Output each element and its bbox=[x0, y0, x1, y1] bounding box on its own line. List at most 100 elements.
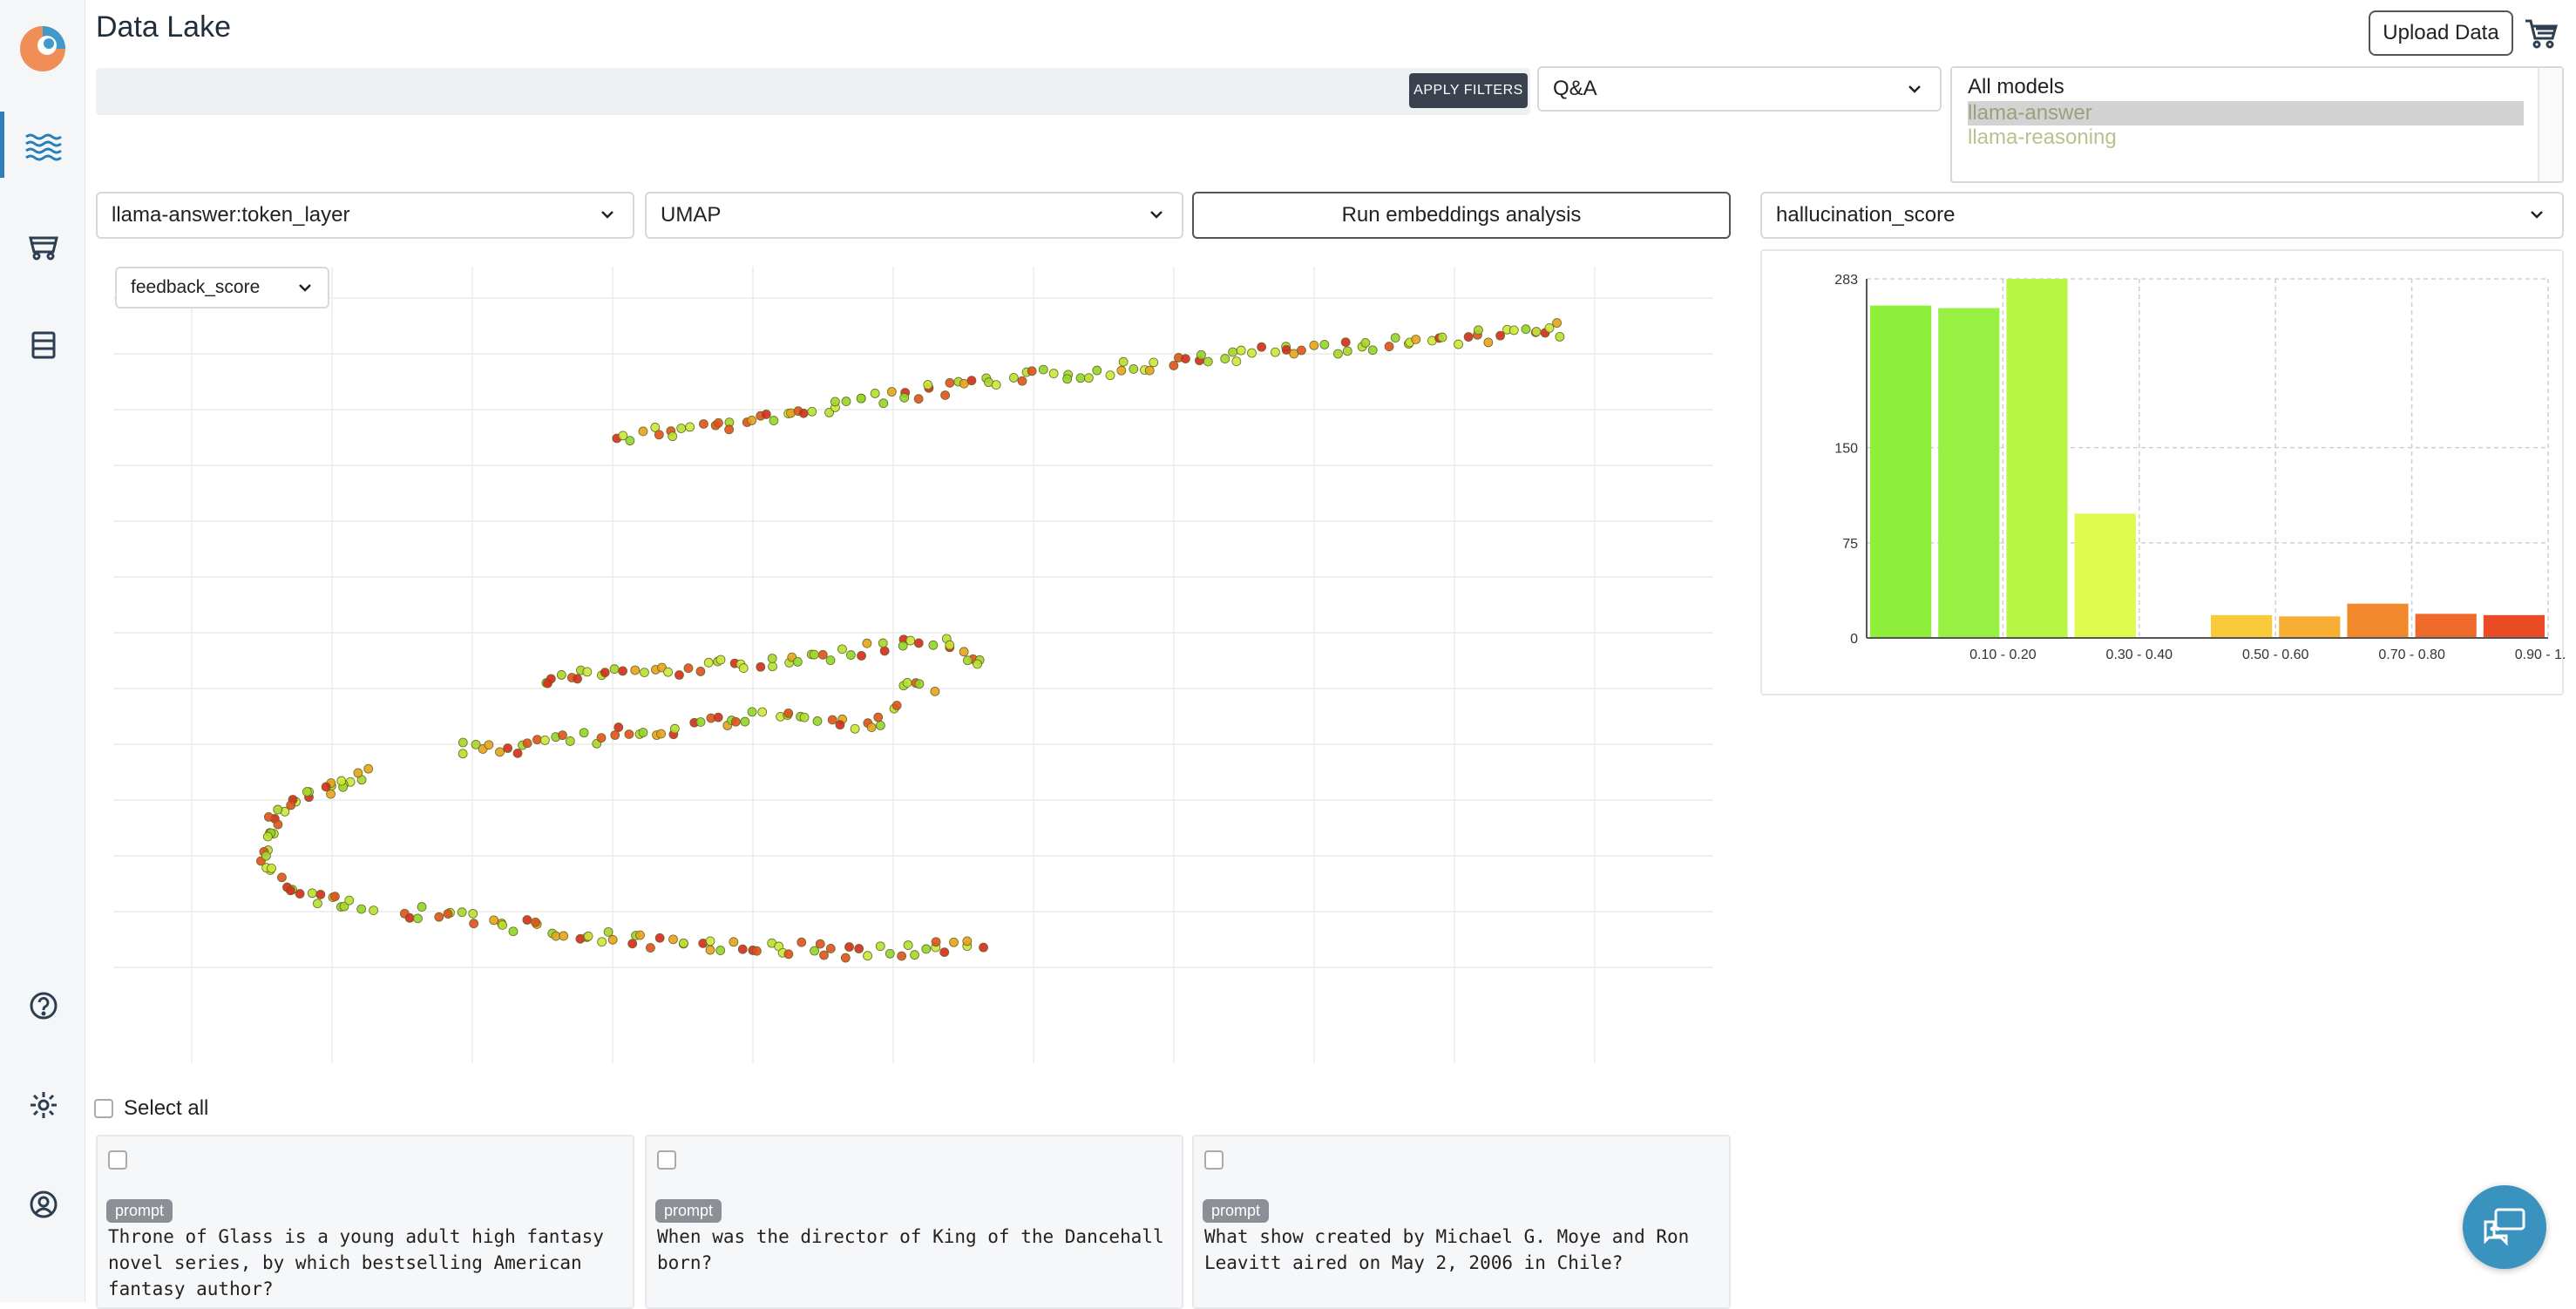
scatter-point[interactable] bbox=[792, 657, 803, 667]
scatter-point[interactable] bbox=[819, 950, 829, 960]
scatter-point[interactable] bbox=[307, 888, 317, 899]
scatter-point[interactable] bbox=[899, 392, 910, 403]
scatter-point[interactable] bbox=[824, 408, 834, 417]
method-select[interactable]: UMAP bbox=[645, 192, 1183, 239]
scatter-point[interactable] bbox=[845, 650, 856, 660]
scatter-point[interactable] bbox=[740, 716, 750, 727]
scatter-point[interactable] bbox=[767, 654, 777, 663]
scatter-point[interactable] bbox=[1236, 345, 1246, 356]
scatter-point[interactable] bbox=[434, 912, 444, 922]
scatter-point[interactable] bbox=[870, 389, 880, 398]
scatter-point[interactable] bbox=[668, 934, 678, 945]
scatter-point[interactable] bbox=[863, 951, 873, 961]
scatter-point[interactable] bbox=[878, 398, 889, 409]
scatter-point[interactable] bbox=[532, 735, 542, 745]
scatter-point[interactable] bbox=[1384, 342, 1394, 351]
run-embeddings-button[interactable]: Run embeddings analysis bbox=[1192, 192, 1731, 239]
scatter-point[interactable] bbox=[1521, 324, 1531, 335]
scatter-point[interactable] bbox=[273, 804, 283, 815]
scatter-point[interactable] bbox=[1544, 322, 1555, 333]
scatter-point[interactable] bbox=[830, 397, 840, 407]
scatter-point[interactable] bbox=[910, 950, 919, 960]
scatter-point[interactable] bbox=[898, 641, 908, 651]
scatter-point[interactable] bbox=[724, 424, 735, 435]
scatter-point[interactable] bbox=[729, 937, 739, 947]
scatter-point[interactable] bbox=[1508, 325, 1519, 336]
scatter-point[interactable] bbox=[810, 946, 819, 956]
scatter-point[interactable] bbox=[646, 943, 655, 953]
scatter-point[interactable] bbox=[783, 949, 794, 960]
scatter-point[interactable] bbox=[596, 733, 607, 743]
scatter-point[interactable] bbox=[457, 907, 467, 918]
scatter-point[interactable] bbox=[1333, 349, 1343, 359]
scatter-point[interactable] bbox=[263, 831, 273, 842]
scatter-point[interactable] bbox=[267, 863, 276, 873]
scatter-point[interactable] bbox=[1118, 356, 1129, 367]
scatter-point[interactable] bbox=[840, 953, 851, 963]
scatter-point[interactable] bbox=[273, 819, 283, 830]
apply-filters-button[interactable]: APPLY FILTERS bbox=[1409, 73, 1528, 108]
scatter-point[interactable] bbox=[668, 431, 678, 442]
user-icon[interactable] bbox=[23, 1184, 64, 1225]
scatter-point[interactable] bbox=[973, 659, 982, 669]
scatter-point[interactable] bbox=[261, 851, 271, 861]
scatter-point[interactable] bbox=[873, 712, 884, 722]
scatter-point[interactable] bbox=[600, 668, 610, 678]
scatter-point[interactable] bbox=[817, 649, 828, 660]
scatter-point[interactable] bbox=[905, 635, 916, 646]
scatter-point[interactable] bbox=[827, 715, 837, 725]
scatter-point[interactable] bbox=[923, 380, 933, 390]
logo-icon[interactable] bbox=[14, 17, 71, 75]
metric-select[interactable]: hallucination_score bbox=[1760, 192, 2564, 239]
scatter-point[interactable] bbox=[798, 408, 809, 418]
scatter-point[interactable] bbox=[738, 663, 749, 673]
scatter-point[interactable] bbox=[1297, 345, 1306, 356]
scatter-point[interactable] bbox=[313, 899, 322, 909]
scatter-point[interactable] bbox=[713, 712, 723, 722]
scatter-point[interactable] bbox=[875, 721, 885, 730]
scatter-point[interactable] bbox=[1552, 318, 1562, 328]
scatter-point[interactable] bbox=[715, 654, 726, 665]
help-icon[interactable] bbox=[23, 985, 64, 1027]
model-option-llama-reasoning[interactable]: llama-reasoning bbox=[1968, 125, 2117, 149]
scatter-point[interactable] bbox=[404, 912, 415, 923]
scatter-point[interactable] bbox=[1129, 364, 1139, 374]
scatter-point[interactable] bbox=[417, 902, 427, 912]
scatter-point[interactable] bbox=[878, 638, 888, 648]
scatter-point[interactable] bbox=[1340, 337, 1351, 348]
scatter-point[interactable] bbox=[1319, 339, 1330, 349]
scatter-point[interactable] bbox=[277, 872, 287, 883]
scatter-point[interactable] bbox=[285, 885, 295, 896]
scatter-point[interactable] bbox=[902, 678, 912, 688]
scatter-point[interactable] bbox=[468, 908, 478, 919]
scatter-point[interactable] bbox=[979, 942, 988, 953]
scatter-point[interactable] bbox=[302, 787, 312, 797]
scatter-point[interactable] bbox=[1017, 376, 1027, 386]
scatter-point[interactable] bbox=[1048, 369, 1059, 378]
scatter-point[interactable] bbox=[1180, 354, 1190, 364]
scatter-point[interactable] bbox=[1247, 348, 1257, 358]
scatter-point[interactable] bbox=[695, 717, 706, 727]
scatter-point[interactable] bbox=[458, 737, 468, 748]
scatter-point[interactable] bbox=[1062, 374, 1073, 384]
scatter-point[interactable] bbox=[1220, 354, 1230, 363]
record-card[interactable]: prompt When was the director of King of … bbox=[645, 1135, 1183, 1309]
scatter-point[interactable] bbox=[797, 937, 807, 947]
scatter-point[interactable] bbox=[609, 664, 620, 675]
scatter-point[interactable] bbox=[1437, 332, 1447, 343]
scatter-point[interactable] bbox=[885, 948, 895, 959]
scatter-point[interactable] bbox=[730, 716, 741, 727]
scatter-point[interactable] bbox=[531, 917, 540, 927]
select-all-checkbox[interactable] bbox=[94, 1099, 113, 1118]
scatter-point[interactable] bbox=[799, 712, 810, 722]
scatter-point[interactable] bbox=[579, 728, 589, 738]
scatter-point[interactable] bbox=[963, 655, 973, 666]
scatter-point[interactable] bbox=[654, 933, 665, 943]
scatter-point[interactable] bbox=[356, 904, 367, 914]
scatter-point[interactable] bbox=[1463, 332, 1474, 342]
scatter-point[interactable] bbox=[458, 749, 468, 759]
scatter-point[interactable] bbox=[676, 424, 687, 433]
scatter-point[interactable] bbox=[1555, 331, 1565, 342]
scatter-point[interactable] bbox=[1390, 333, 1400, 343]
scatter-point[interactable] bbox=[1483, 337, 1494, 348]
